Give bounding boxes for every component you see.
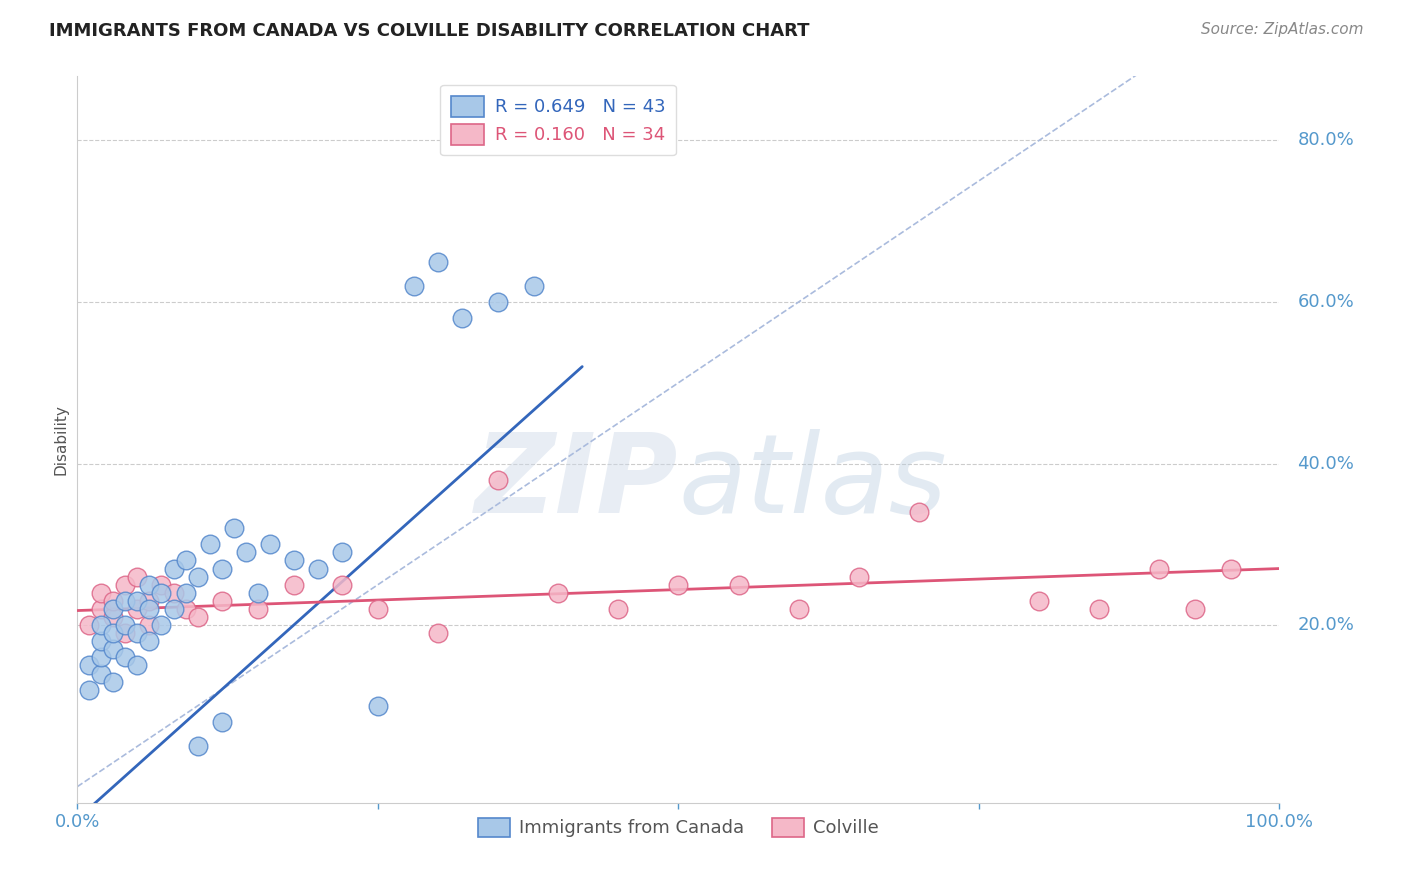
Point xyxy=(103,642,125,657)
Point xyxy=(138,618,160,632)
Point xyxy=(186,569,209,583)
Point xyxy=(486,295,509,310)
Point xyxy=(451,311,474,326)
Point xyxy=(211,594,233,608)
Point xyxy=(174,586,197,600)
Point xyxy=(1220,561,1243,575)
Point xyxy=(114,578,136,592)
Point xyxy=(198,537,221,551)
Point xyxy=(138,594,160,608)
Point xyxy=(848,569,870,583)
Point xyxy=(103,610,125,624)
Point xyxy=(162,561,184,575)
Point xyxy=(114,594,136,608)
Point xyxy=(330,578,353,592)
Point xyxy=(186,610,209,624)
Text: 40.0%: 40.0% xyxy=(1298,455,1354,473)
Point xyxy=(235,545,257,559)
Point xyxy=(90,666,112,681)
Text: IMMIGRANTS FROM CANADA VS COLVILLE DISABILITY CORRELATION CHART: IMMIGRANTS FROM CANADA VS COLVILLE DISAB… xyxy=(49,22,810,40)
Point xyxy=(90,586,112,600)
Y-axis label: Disability: Disability xyxy=(53,404,69,475)
Point xyxy=(103,594,125,608)
Point xyxy=(103,674,125,689)
Text: ZIP: ZIP xyxy=(475,429,679,536)
Point xyxy=(150,618,173,632)
Point xyxy=(547,586,569,600)
Point xyxy=(162,586,184,600)
Point xyxy=(127,626,149,640)
Point xyxy=(79,682,101,697)
Point xyxy=(114,650,136,665)
Point xyxy=(138,634,160,648)
Point xyxy=(127,658,149,673)
Point xyxy=(79,618,101,632)
Point xyxy=(908,505,931,519)
Text: 80.0%: 80.0% xyxy=(1298,131,1354,150)
Point xyxy=(174,553,197,567)
Text: atlas: atlas xyxy=(679,429,948,536)
Point xyxy=(259,537,281,551)
Point xyxy=(162,602,184,616)
Point xyxy=(1088,602,1111,616)
Text: 20.0%: 20.0% xyxy=(1298,616,1354,634)
Point xyxy=(607,602,630,616)
Point xyxy=(211,714,233,729)
Point xyxy=(1149,561,1171,575)
Point xyxy=(174,602,197,616)
Point xyxy=(486,473,509,487)
Point xyxy=(668,578,690,592)
Point xyxy=(150,578,173,592)
Point xyxy=(246,602,269,616)
Point xyxy=(367,698,389,713)
Point xyxy=(103,602,125,616)
Point xyxy=(90,618,112,632)
Point xyxy=(402,278,425,293)
Point xyxy=(330,545,353,559)
Point xyxy=(211,561,233,575)
Point xyxy=(307,561,329,575)
Point xyxy=(367,602,389,616)
Point xyxy=(1028,594,1050,608)
Legend: Immigrants from Canada, Colville: Immigrants from Canada, Colville xyxy=(471,811,886,845)
Point xyxy=(79,658,101,673)
Point xyxy=(283,578,305,592)
Point xyxy=(283,553,305,567)
Point xyxy=(222,521,245,535)
Point xyxy=(727,578,749,592)
Point xyxy=(90,650,112,665)
Point xyxy=(90,602,112,616)
Point xyxy=(150,586,173,600)
Point xyxy=(427,626,450,640)
Point xyxy=(127,602,149,616)
Point xyxy=(90,634,112,648)
Point xyxy=(103,626,125,640)
Point xyxy=(787,602,810,616)
Point xyxy=(127,569,149,583)
Text: Source: ZipAtlas.com: Source: ZipAtlas.com xyxy=(1201,22,1364,37)
Point xyxy=(138,578,160,592)
Point xyxy=(427,254,450,268)
Point xyxy=(127,594,149,608)
Text: 60.0%: 60.0% xyxy=(1298,293,1354,311)
Point xyxy=(186,739,209,754)
Point xyxy=(114,626,136,640)
Point xyxy=(138,602,160,616)
Point xyxy=(246,586,269,600)
Point xyxy=(1184,602,1206,616)
Point xyxy=(523,278,546,293)
Point xyxy=(114,618,136,632)
